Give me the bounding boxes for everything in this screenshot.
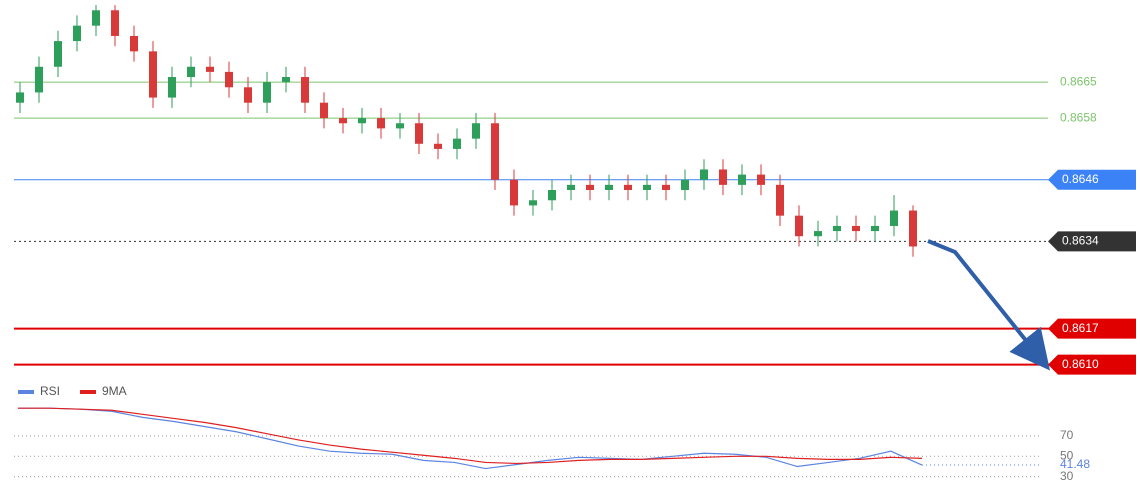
candle-body	[358, 118, 366, 124]
forecast-arrow	[927, 239, 1051, 371]
candle-body	[871, 225, 879, 232]
candle-body	[206, 66, 214, 72]
candle-body	[624, 184, 632, 190]
candle-body	[852, 225, 860, 232]
candle-body	[16, 92, 24, 103]
candle-body	[814, 231, 822, 237]
candle-body	[73, 25, 81, 42]
candle-body	[111, 10, 119, 36]
candle-body	[320, 102, 328, 119]
rsi-tick-label: 30	[1060, 469, 1074, 483]
rsi-line	[18, 407, 923, 465]
candle-body	[510, 179, 518, 206]
candle-body	[890, 210, 898, 226]
candle-body	[567, 184, 575, 190]
candle-body	[776, 184, 784, 216]
candle-body	[605, 184, 613, 190]
candle-body	[263, 82, 271, 103]
candle-body	[833, 225, 841, 232]
level-badge	[1048, 169, 1136, 190]
rsi-line	[18, 407, 923, 470]
level-label: 0.8617	[1062, 321, 1099, 335]
candle-body	[149, 51, 157, 98]
level-label: 0.8658	[1060, 110, 1097, 124]
candle-body	[35, 66, 43, 93]
level-label: 0.8634	[1062, 234, 1099, 248]
level-badge	[1048, 231, 1136, 252]
candle-body	[472, 123, 480, 139]
candle-body	[700, 169, 708, 180]
candle-body	[795, 215, 803, 237]
candle-body	[244, 87, 252, 103]
candle-body	[225, 71, 233, 88]
candle-body	[757, 174, 765, 185]
candle-body	[168, 77, 176, 98]
candle-body	[738, 174, 746, 185]
candle-body	[453, 138, 461, 149]
candle-body	[187, 66, 195, 78]
candle-body	[339, 118, 347, 124]
rsi-tick-label: 70	[1060, 428, 1074, 442]
level-badge	[1048, 318, 1136, 339]
candle-body	[282, 77, 290, 83]
candle-body	[434, 143, 442, 149]
rsi-last-label: 41.48	[1060, 457, 1090, 471]
level-badge	[1048, 354, 1136, 375]
candle-body	[415, 123, 423, 144]
candle-body	[301, 77, 309, 103]
candle-body	[92, 10, 100, 26]
candle-body	[377, 118, 385, 129]
candle-body	[662, 184, 670, 190]
level-label: 0.8646	[1062, 172, 1099, 186]
candle-body	[491, 123, 499, 180]
candle-body	[719, 169, 727, 185]
candle-body	[54, 41, 62, 67]
candle-body	[529, 200, 537, 206]
candle-body	[909, 210, 917, 247]
rsi-tick-label: 50	[1060, 448, 1074, 462]
candle-body	[643, 184, 651, 190]
legend-label: 9MA	[102, 384, 127, 398]
level-label: 0.8610	[1062, 357, 1099, 371]
candle-body	[130, 35, 138, 52]
candle-body	[548, 190, 556, 201]
candle-body	[396, 123, 404, 129]
candle-body	[586, 184, 594, 190]
level-label: 0.8665	[1060, 74, 1097, 88]
candle-body	[681, 179, 689, 190]
legend-label: RSI	[40, 384, 60, 398]
